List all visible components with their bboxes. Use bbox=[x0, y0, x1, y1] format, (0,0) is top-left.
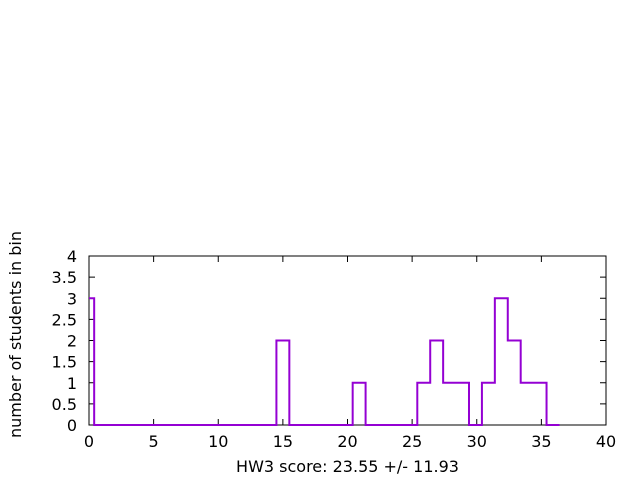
x-tick-label: 30 bbox=[467, 432, 487, 451]
histogram-series bbox=[89, 297, 560, 426]
x-tick-label: 35 bbox=[531, 432, 551, 451]
y-tick-label: 2 bbox=[67, 332, 77, 351]
x-axis-title: HW3 score: 23.55 +/- 11.93 bbox=[236, 457, 459, 476]
y-tick-label: 3.5 bbox=[52, 268, 77, 287]
series-layer bbox=[89, 297, 560, 426]
y-tick-label: 0 bbox=[67, 416, 77, 435]
histogram-bin bbox=[482, 383, 495, 425]
histogram-bin bbox=[276, 341, 289, 426]
x-tick-label: 40 bbox=[596, 432, 616, 451]
histogram-bin bbox=[89, 298, 94, 425]
y-axis-title: number of students in bin bbox=[6, 231, 25, 438]
x-tick-label: 25 bbox=[402, 432, 422, 451]
x-tick-label: 15 bbox=[273, 432, 293, 451]
y-tick-label: 1 bbox=[67, 374, 77, 393]
histogram-bin bbox=[417, 383, 430, 425]
x-tick-label: 20 bbox=[337, 432, 357, 451]
histogram-bin bbox=[353, 383, 366, 425]
x-tick-label: 0 bbox=[84, 432, 94, 451]
axis-ticks: 0 5 10 15 20 25 30 35 40 0 0.5 1 1.5 2 2.5 3 3.5 4 bbox=[52, 247, 617, 451]
x-tick-label: 5 bbox=[149, 432, 159, 451]
y-tick-label: 2.5 bbox=[52, 310, 77, 329]
x-tick-label: 10 bbox=[208, 432, 228, 451]
histogram-step-line bbox=[89, 297, 560, 426]
histogram-bin bbox=[495, 298, 508, 425]
histogram-bin bbox=[430, 341, 443, 426]
histogram-bin bbox=[508, 341, 521, 426]
histogram-bin bbox=[521, 383, 547, 425]
y-tick-label: 3 bbox=[67, 289, 77, 308]
histogram-bin bbox=[443, 383, 469, 425]
y-tick-label: 4 bbox=[67, 247, 77, 266]
y-tick-label: 1.5 bbox=[52, 353, 77, 372]
y-tick-label: 0.5 bbox=[52, 395, 77, 414]
